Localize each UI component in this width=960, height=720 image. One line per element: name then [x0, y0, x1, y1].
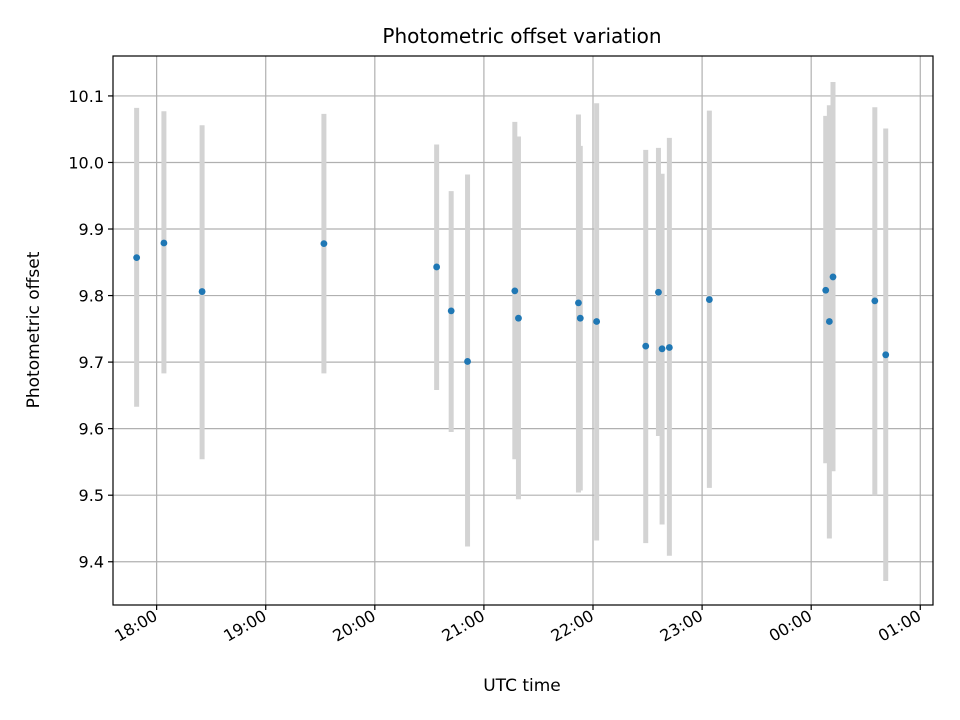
chart-title: Photometric offset variation: [382, 24, 661, 48]
data-point: [822, 286, 830, 294]
data-point: [871, 297, 879, 305]
data-point: [464, 358, 471, 365]
y-tick-label: 10.0: [68, 153, 104, 172]
data-point: [658, 345, 666, 353]
data-point: [433, 263, 441, 271]
data-point: [515, 314, 522, 322]
data-point: [655, 288, 662, 296]
y-tick-label: 9.6: [79, 420, 104, 439]
markers: [133, 239, 890, 365]
data-point: [665, 344, 673, 351]
data-point: [511, 287, 519, 295]
data-point: [882, 351, 890, 359]
data-point: [320, 240, 328, 248]
data-point: [829, 273, 837, 281]
data-point: [576, 314, 584, 322]
y-axis-label: Photometric offset: [24, 251, 44, 408]
y-axis: 9.4 9.5 9.6 9.7 9.8 9.9 10.0 10.1: [68, 87, 113, 572]
y-tick-label: 9.7: [79, 353, 104, 372]
data-point: [447, 307, 455, 315]
data-point: [160, 239, 168, 247]
y-tick-label: 10.1: [68, 87, 104, 106]
data-point: [825, 318, 833, 325]
grid: [113, 56, 933, 605]
y-tick-label: 9.5: [79, 486, 104, 505]
data-point: [705, 296, 713, 303]
y-tick-label: 9.9: [79, 220, 104, 239]
y-tick-label: 9.8: [79, 287, 104, 306]
data-point: [575, 299, 582, 307]
data-point: [593, 318, 601, 325]
data-point: [642, 342, 650, 350]
data-point: [198, 288, 206, 295]
data-point: [133, 254, 141, 262]
y-tick-label: 9.4: [79, 553, 104, 572]
x-axis-label: UTC time: [483, 676, 561, 696]
plot-frame: [112, 55, 934, 606]
